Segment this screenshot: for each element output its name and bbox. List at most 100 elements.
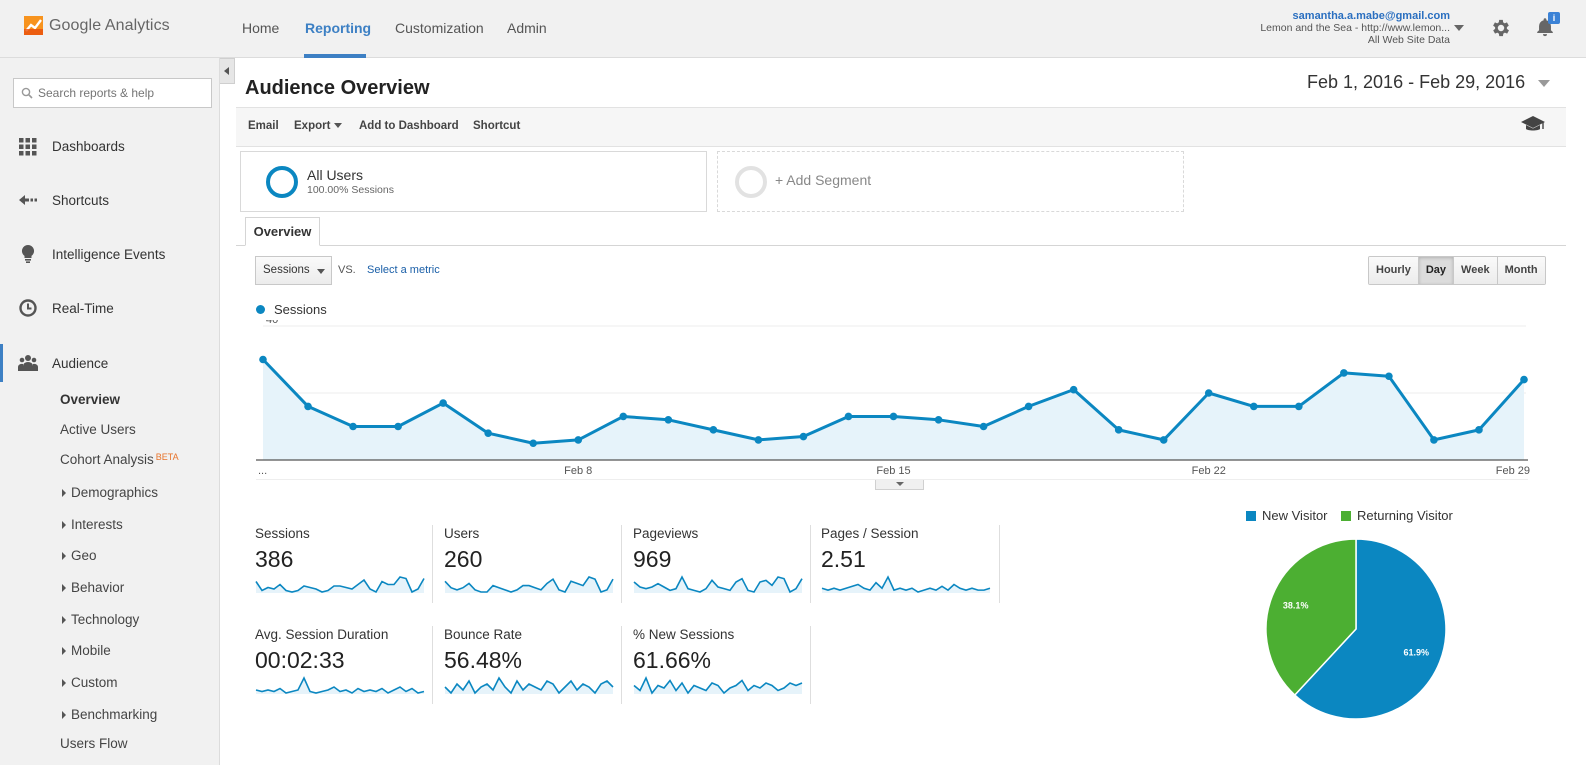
account-dropdown-caret-icon[interactable] bbox=[1454, 25, 1464, 31]
data-point[interactable] bbox=[1430, 436, 1438, 444]
data-point[interactable] bbox=[484, 429, 492, 437]
shortcut-arrow-icon bbox=[19, 195, 37, 205]
data-point[interactable] bbox=[574, 436, 583, 444]
granularity-day-button[interactable]: Day bbox=[1418, 257, 1455, 284]
data-point[interactable] bbox=[304, 402, 312, 411]
data-point[interactable] bbox=[259, 355, 267, 364]
sidebar-sub-technology[interactable]: Technology bbox=[71, 612, 140, 627]
scorecard[interactable]: Sessions 386 bbox=[255, 526, 433, 602]
sidebar-sub-demographics[interactable]: Demographics bbox=[71, 485, 159, 500]
data-point[interactable] bbox=[889, 412, 898, 421]
scorecard[interactable]: Pageviews 969 bbox=[633, 526, 811, 602]
data-point[interactable] bbox=[1249, 402, 1258, 411]
scorecard-label: Avg. Session Duration bbox=[255, 627, 389, 642]
account-view: All Web Site Data bbox=[1367, 34, 1450, 46]
data-point[interactable] bbox=[1024, 402, 1033, 411]
data-point[interactable] bbox=[1114, 426, 1123, 434]
data-point[interactable] bbox=[439, 399, 447, 407]
data-point[interactable] bbox=[1520, 375, 1528, 384]
nav-tab-home[interactable]: Home bbox=[242, 20, 280, 36]
tab-overview[interactable]: Overview bbox=[245, 217, 320, 246]
expand-arrow-icon bbox=[62, 489, 66, 497]
granularity-week-button[interactable]: Week bbox=[1454, 257, 1498, 284]
scorecard-value: 260 bbox=[444, 546, 483, 572]
pie-slice[interactable] bbox=[1265, 538, 1357, 697]
data-point[interactable] bbox=[934, 416, 943, 424]
sidebar-sub-custom[interactable]: Custom bbox=[71, 675, 118, 690]
search-box[interactable] bbox=[13, 78, 212, 108]
data-point[interactable] bbox=[1385, 372, 1393, 381]
legend-new-visitor[interactable]: New Visitor bbox=[1246, 508, 1328, 523]
data-point[interactable] bbox=[1069, 385, 1078, 394]
add-to-dashboard-button[interactable]: Add to Dashboard bbox=[359, 120, 459, 132]
scorecard[interactable]: Pages / Session 2.51 bbox=[821, 526, 999, 602]
data-point[interactable] bbox=[754, 436, 763, 444]
sidebar-item-label: Shortcuts bbox=[52, 192, 110, 208]
sidebar-sub-benchmarking[interactable]: Benchmarking bbox=[71, 707, 158, 722]
graduation-cap-icon[interactable] bbox=[1521, 115, 1545, 133]
sparkline-line bbox=[633, 575, 803, 594]
granularity-month-button[interactable]: Month bbox=[1497, 257, 1545, 284]
date-range-picker[interactable]: Feb 1, 2016 - Feb 29, 2016 bbox=[1307, 72, 1526, 92]
data-point[interactable] bbox=[529, 439, 538, 448]
data-point[interactable] bbox=[1159, 436, 1168, 444]
granularity-hourly-button[interactable]: Hourly bbox=[1369, 257, 1419, 284]
sidebar-item-dashboards[interactable]: Dashboards bbox=[0, 131, 220, 161]
segment-all-users[interactable]: All Users 100.00% Sessions bbox=[240, 151, 707, 212]
scorecard[interactable]: Bounce Rate 56.48% bbox=[444, 627, 622, 703]
data-point[interactable] bbox=[664, 416, 673, 424]
data-point[interactable] bbox=[1340, 369, 1348, 377]
search-input[interactable] bbox=[38, 86, 208, 100]
data-point[interactable] bbox=[844, 412, 853, 421]
add-segment-button[interactable]: + Add Segment bbox=[717, 151, 1184, 212]
google-analytics-logo[interactable]: Google Analytics bbox=[24, 16, 170, 35]
export-label: Export bbox=[294, 120, 331, 132]
nav-tab-admin[interactable]: Admin bbox=[507, 20, 547, 36]
sidebar-item-shortcuts[interactable]: Shortcuts bbox=[0, 185, 220, 215]
sidebar-sub-cohort-analysis[interactable]: Cohort Analysis BETA bbox=[60, 452, 179, 467]
data-point[interactable] bbox=[1475, 426, 1483, 434]
select-metric-link[interactable]: Select a metric bbox=[367, 264, 440, 276]
email-button[interactable]: Email bbox=[248, 120, 279, 132]
empty-segment-ring-icon bbox=[735, 166, 767, 198]
data-point[interactable] bbox=[979, 422, 988, 431]
x-tick-label: Feb 8 bbox=[564, 465, 592, 477]
metric-dropdown[interactable]: Sessions bbox=[255, 256, 332, 285]
chart-expand-handle[interactable] bbox=[875, 480, 924, 490]
shortcut-button[interactable]: Shortcut bbox=[473, 120, 521, 132]
scorecard[interactable]: Users 260 bbox=[444, 526, 622, 602]
scorecard[interactable]: Avg. Session Duration 00:02:33 bbox=[255, 627, 433, 703]
scorecard-label: Bounce Rate bbox=[444, 627, 523, 642]
data-point[interactable] bbox=[709, 426, 718, 434]
export-button[interactable]: Export bbox=[294, 120, 343, 132]
legend-returning-visitor[interactable]: Returning Visitor bbox=[1341, 508, 1453, 523]
sidebar-item-real-time[interactable]: Real-Time bbox=[0, 293, 220, 323]
data-point[interactable] bbox=[394, 422, 402, 431]
sidebar-sub-behavior[interactable]: Behavior bbox=[71, 580, 125, 595]
sidebar-item-audience[interactable]: Audience bbox=[0, 348, 220, 378]
x-tick-label: Feb 22 bbox=[1192, 465, 1226, 477]
sidebar-sub-mobile[interactable]: Mobile bbox=[71, 643, 111, 658]
sidebar-item-intelligence-events[interactable]: Intelligence Events bbox=[0, 239, 220, 269]
sidebar-sub-interests[interactable]: Interests bbox=[71, 517, 123, 532]
data-point[interactable] bbox=[349, 422, 357, 431]
date-range-caret-icon[interactable] bbox=[1538, 80, 1550, 87]
data-point[interactable] bbox=[1204, 389, 1213, 397]
data-point[interactable] bbox=[1295, 402, 1303, 411]
scorecard-value: 00:02:33 bbox=[255, 647, 345, 673]
data-point[interactable] bbox=[799, 432, 808, 441]
collapse-sidebar-button[interactable] bbox=[220, 58, 235, 84]
pie-slice[interactable] bbox=[1293, 538, 1447, 720]
expand-arrow-icon bbox=[62, 616, 66, 624]
expand-arrow-icon bbox=[62, 647, 66, 655]
sidebar-sub-active-users[interactable]: Active Users bbox=[60, 422, 136, 437]
scorecard[interactable]: % New Sessions 61.66% bbox=[633, 627, 811, 703]
sidebar-sub-overview[interactable]: Overview bbox=[60, 392, 121, 407]
gear-icon[interactable] bbox=[1490, 17, 1512, 39]
nav-tab-customization[interactable]: Customization bbox=[395, 20, 484, 36]
data-point[interactable] bbox=[619, 412, 628, 421]
account-selector[interactable]: samantha.a.mabe@gmail.com Lemon and the … bbox=[1260, 10, 1450, 46]
nav-tab-reporting[interactable]: Reporting bbox=[305, 20, 372, 36]
sidebar-sub-users-flow[interactable]: Users Flow bbox=[60, 736, 128, 751]
sidebar-sub-geo[interactable]: Geo bbox=[71, 548, 97, 563]
